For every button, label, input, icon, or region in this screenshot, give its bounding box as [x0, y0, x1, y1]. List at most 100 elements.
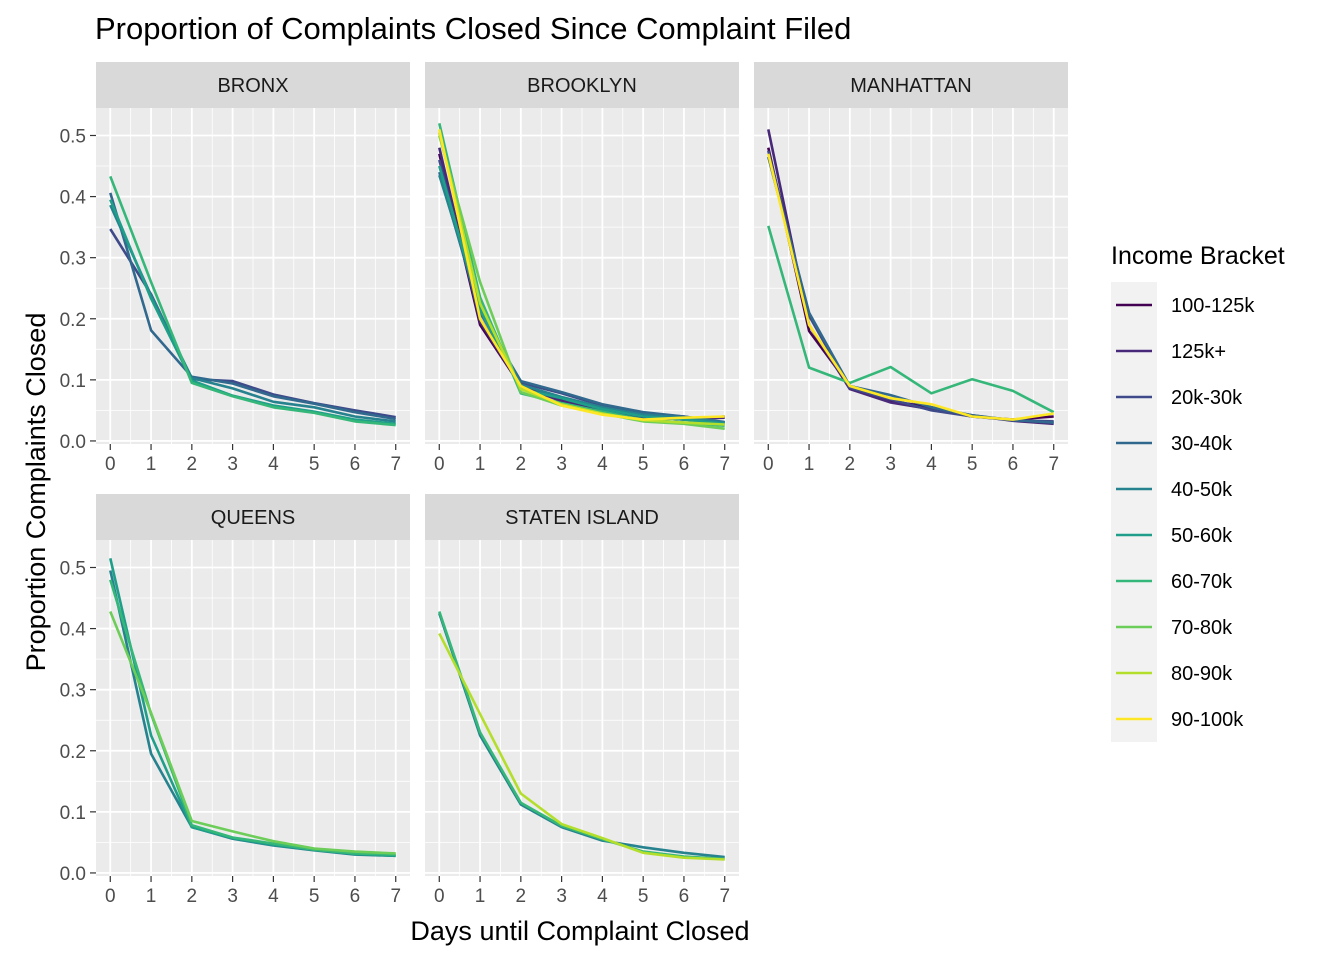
y-axis-title: Proportion Complaints Closed	[21, 313, 51, 672]
x-tick-label: 4	[268, 454, 279, 475]
legend-label: 40-50k	[1171, 479, 1233, 501]
y-tick-label: 0.5	[60, 126, 86, 147]
x-tick-label: 2	[187, 454, 198, 475]
series-line-90-100k	[767, 153, 1054, 421]
y-tick-label: 0.2	[60, 310, 86, 331]
y-tick-label: 0.4	[60, 188, 87, 209]
x-tick-label: 3	[556, 886, 567, 907]
x-tick-label: 7	[1048, 454, 1059, 475]
legend-items: 100-125k 125k+ 20k-30k 30-40k 40-50k 50-60k 60…	[1116, 295, 1255, 731]
x-tick-label: 1	[146, 886, 157, 907]
legend-item-40-50k: 40-50k	[1116, 479, 1233, 501]
x-tick-label: 7	[390, 886, 401, 907]
strip-label-manhattan: MANHATTAN	[850, 75, 971, 97]
legend-label: 60-70k	[1171, 571, 1233, 593]
x-tick-label: 2	[516, 454, 527, 475]
y-tick-label: 0.1	[60, 371, 86, 392]
x-tick-label: 7	[719, 886, 730, 907]
x-tick-label: 4	[926, 454, 937, 475]
legend-label: 90-100k	[1171, 709, 1244, 731]
strip-label-bronx: BRONX	[217, 75, 288, 97]
x-tick-label: 6	[1008, 454, 1019, 475]
strip-brooklyn	[425, 62, 739, 108]
legend-item-50-60k: 50-60k	[1116, 525, 1233, 547]
strip-manhattan	[754, 62, 1068, 108]
x-tick-label: 3	[227, 454, 238, 475]
x-tick-label: 0	[763, 454, 774, 475]
x-tick-label: 5	[309, 454, 320, 475]
x-tick-label: 6	[350, 886, 361, 907]
x-tick-label: 0	[434, 886, 445, 907]
x-tick-label: 7	[719, 454, 730, 475]
x-tick-label: 6	[679, 454, 690, 475]
x-tick-label: 1	[146, 454, 157, 475]
chart-title: Proportion of Complaints Closed Since Co…	[95, 11, 851, 46]
y-tick-label: 0.1	[60, 803, 86, 824]
x-tick-label: 3	[227, 886, 238, 907]
x-tick-label: 6	[350, 454, 361, 475]
legend-item-100-125k: 100-125k	[1116, 295, 1255, 317]
legend-label: 70-80k	[1171, 617, 1233, 639]
series-line-70-80k	[109, 611, 396, 855]
y-tick-label: 0.2	[60, 742, 86, 763]
legend-item-125k: 125k+	[1116, 341, 1226, 363]
y-tick-label: 0.3	[60, 681, 86, 702]
legend: Income Bracket 100-125k 125k+ 20k-30k 30-40…	[1111, 242, 1285, 742]
legend-item-90-100k: 90-100k	[1116, 709, 1244, 731]
x-tick-label: 2	[187, 886, 198, 907]
facet-panels: BRONX 0 1 2 3 4 5 6 7 0.0 0.1 0.2 0.3 0.4 0.5 BROOKLYN 0…	[60, 62, 1068, 907]
series-line-30-40k	[109, 192, 396, 421]
y-tick-label: 0.0	[60, 864, 86, 885]
legend-label: 20k-30k	[1171, 387, 1243, 409]
x-tick-label: 5	[638, 886, 649, 907]
strip-bronx	[96, 62, 410, 108]
y-tick-label: 0.3	[60, 249, 86, 270]
legend-item-80-90k: 80-90k	[1116, 663, 1233, 685]
x-tick-label: 4	[597, 886, 608, 907]
x-tick-label: 4	[268, 886, 279, 907]
x-tick-label: 0	[105, 886, 116, 907]
panel-staten-island: STATEN ISLAND 0 1 2 3 4 5 6 7	[425, 494, 739, 907]
legend-label: 30-40k	[1171, 433, 1233, 455]
x-tick-label: 2	[845, 454, 856, 475]
x-tick-label: 5	[967, 454, 978, 475]
strip-label-staten-island: STATEN ISLAND	[505, 507, 659, 529]
series-line-80-90k	[438, 632, 725, 861]
panel-queens: QUEENS 0 1 2 3 4 5 6 7 0.0 0.1 0.2 0.3 0.4 0.5	[60, 494, 410, 907]
series-line-90-100k	[438, 129, 725, 421]
x-tick-label: 1	[475, 454, 486, 475]
legend-item-60-70k: 60-70k	[1116, 571, 1233, 593]
legend-label: 80-90k	[1171, 663, 1233, 685]
x-tick-label: 1	[475, 886, 486, 907]
x-axis-title: Days until Complaint Closed	[410, 916, 749, 946]
x-tick-label: 1	[804, 454, 815, 475]
legend-label: 125k+	[1171, 341, 1226, 363]
x-tick-label: 0	[105, 454, 116, 475]
legend-item-20k-30k: 20k-30k	[1116, 387, 1243, 409]
legend-item-30-40k: 30-40k	[1116, 433, 1233, 455]
strip-label-queens: QUEENS	[211, 507, 295, 529]
legend-label: 50-60k	[1171, 525, 1233, 547]
x-tick-label: 5	[638, 454, 649, 475]
y-tick-label: 0.4	[60, 620, 87, 641]
x-tick-label: 7	[390, 454, 401, 475]
legend-label: 100-125k	[1171, 295, 1255, 317]
legend-item-70-80k: 70-80k	[1116, 617, 1233, 639]
x-tick-label: 2	[516, 886, 527, 907]
panel-manhattan: MANHATTAN 0 1 2 3 4 5 6 7	[754, 62, 1068, 475]
series-line-60-70k	[767, 225, 1055, 414]
strip-staten-island	[425, 494, 739, 540]
x-tick-label: 0	[434, 454, 445, 475]
strip-label-brooklyn: BROOKLYN	[527, 75, 637, 97]
strip-queens	[96, 494, 410, 540]
x-tick-label: 4	[597, 454, 608, 475]
legend-title: Income Bracket	[1111, 242, 1285, 270]
series-line-60-70k	[109, 175, 396, 427]
y-tick-label: 0.0	[60, 432, 86, 453]
x-tick-label: 3	[885, 454, 896, 475]
panel-bronx: BRONX 0 1 2 3 4 5 6 7 0.0 0.1 0.2 0.3 0.4 0.5	[60, 62, 410, 475]
legend-key-background	[1111, 282, 1157, 742]
series-line-40-50k	[109, 204, 396, 423]
panel-brooklyn: BROOKLYN 0 1 2 3 4 5 6 7	[425, 62, 739, 475]
